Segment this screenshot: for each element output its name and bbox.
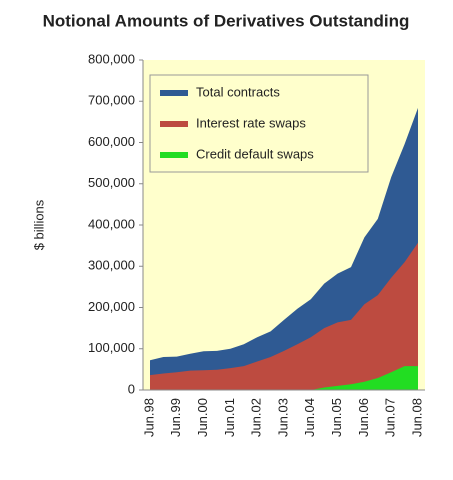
- y-tick-label: 100,000: [88, 340, 135, 355]
- y-tick-label: 800,000: [88, 51, 135, 66]
- chart-title: Notional Amounts of Derivatives Outstand…: [43, 11, 410, 30]
- x-tick-label: Jun.07: [383, 398, 398, 437]
- y-tick-label: 600,000: [88, 134, 135, 149]
- legend-label: Interest rate swaps: [196, 115, 306, 130]
- area: [150, 107, 418, 390]
- x-tick-label: Jun.08: [409, 398, 424, 437]
- y-tick-label: 200,000: [88, 299, 135, 314]
- legend-label: Credit default swaps: [196, 146, 314, 161]
- x-tick-label: Jun.05: [329, 398, 344, 437]
- x-tick-label: Jun.01: [222, 398, 237, 437]
- x-tick-label: Jun.04: [302, 398, 317, 437]
- y-tick-label: 500,000: [88, 175, 135, 190]
- y-axis-title: $ billions: [31, 199, 46, 250]
- x-tick-label: Jun.02: [249, 398, 264, 437]
- x-tick-label: Jun.98: [141, 398, 156, 437]
- y-tick-label: 300,000: [88, 258, 135, 273]
- x-tick-label: Jun.99: [168, 398, 183, 437]
- area: [150, 366, 418, 390]
- y-tick-label: 700,000: [88, 93, 135, 108]
- x-tick-label: Jun.06: [356, 398, 371, 437]
- area: [150, 242, 418, 390]
- x-tick-label: Jun.00: [195, 398, 210, 437]
- x-tick-label: Jun.03: [275, 398, 290, 437]
- legend-label: Total contracts: [196, 84, 280, 99]
- y-tick-label: 400,000: [88, 216, 135, 231]
- y-tick-label: 0: [128, 381, 135, 396]
